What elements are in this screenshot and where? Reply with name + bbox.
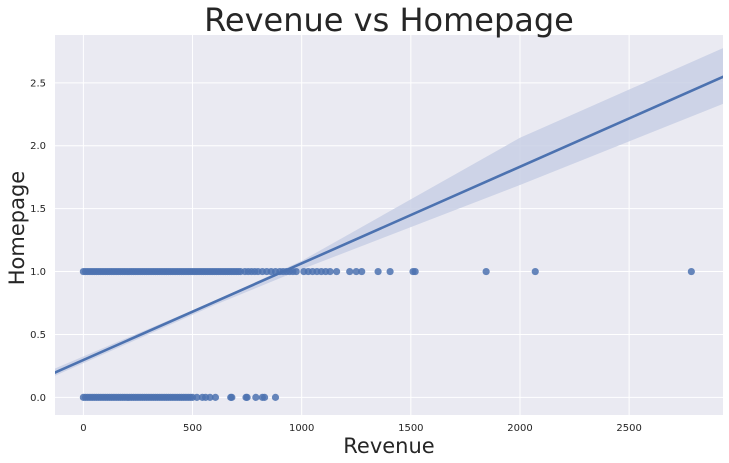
- regression-line-path: [55, 75, 723, 374]
- data-point: [193, 393, 201, 401]
- x-tick-label: 2500: [616, 423, 641, 434]
- y-tick-label: 2.5: [30, 78, 46, 89]
- data-point: [386, 267, 394, 276]
- y-tick-label: 1.5: [30, 204, 46, 215]
- y-tick-label: 1.0: [30, 267, 46, 278]
- data-point: [228, 393, 236, 401]
- data-point: [411, 267, 419, 276]
- data-point: [333, 267, 341, 276]
- data-point: [206, 393, 214, 401]
- data-point: [326, 267, 334, 276]
- regression-line: [55, 75, 723, 374]
- y-tick-label: 2.0: [30, 141, 46, 152]
- x-axis-label: Revenue: [343, 434, 434, 458]
- x-tick-labels: 0 500 1000 1500 2000 2500: [80, 423, 642, 434]
- data-point: [374, 267, 382, 276]
- data-point: [211, 393, 220, 401]
- data-point: [271, 393, 280, 401]
- x-tick-label: 2000: [507, 423, 532, 434]
- y-tick-label: 0.0: [30, 393, 46, 404]
- x-tick-label: 500: [183, 423, 202, 434]
- x-tick-label: 0: [80, 423, 86, 434]
- y-tick-labels: 0.0 0.5 1.0 1.5 2.0 2.5: [30, 78, 46, 404]
- data-point: [260, 393, 269, 401]
- data-points: [79, 267, 695, 401]
- data-point: [687, 267, 695, 276]
- data-point: [346, 267, 354, 276]
- y-tick-label: 0.5: [30, 330, 46, 341]
- confidence-band-area: [55, 48, 723, 376]
- data-point: [531, 267, 539, 276]
- data-point: [292, 267, 300, 276]
- data-point: [252, 393, 260, 401]
- x-tick-label: 1500: [398, 423, 423, 434]
- confidence-band: [55, 48, 723, 376]
- x-tick-label: 1000: [289, 423, 314, 434]
- chart-title: Revenue vs Homepage: [204, 1, 574, 39]
- data-point: [482, 267, 490, 276]
- data-point: [243, 393, 251, 401]
- y-axis-label: Homepage: [5, 171, 29, 285]
- data-point: [352, 267, 360, 276]
- data-point: [358, 267, 366, 276]
